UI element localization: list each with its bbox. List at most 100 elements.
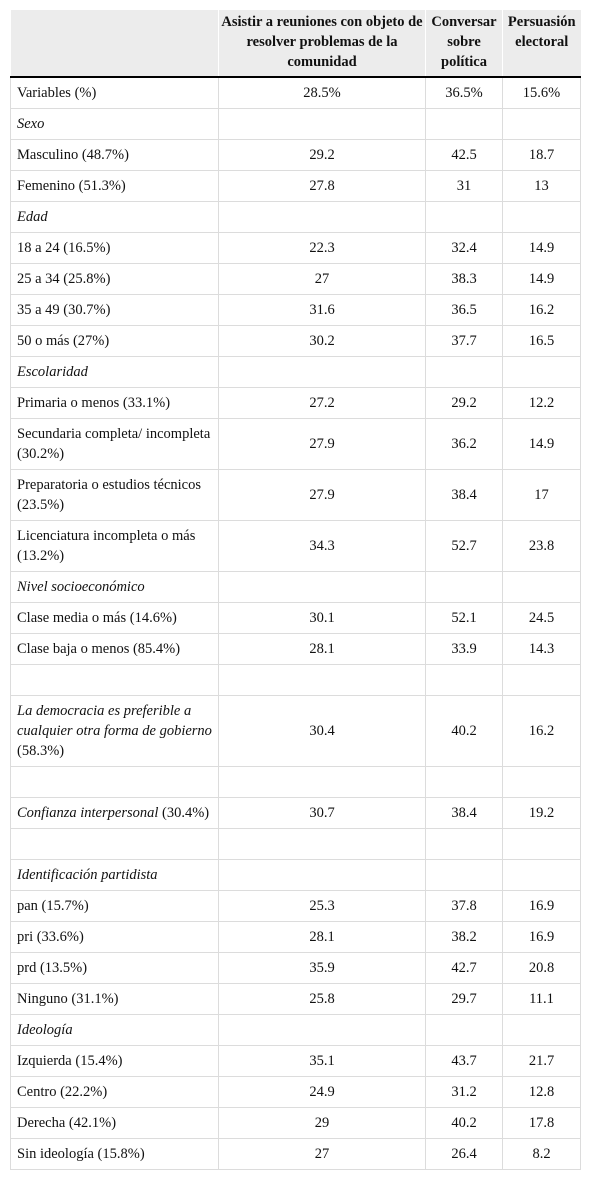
table-row xyxy=(10,664,581,696)
row-label: Centro (22.2%) xyxy=(10,1076,219,1108)
row-label: Masculino (48.7%) xyxy=(10,139,219,171)
row-label: 50 o más (27%) xyxy=(10,325,219,357)
table-row: Sin ideología (15.8%) 27 26.4 8.2 xyxy=(10,1138,581,1170)
table-row: 50 o más (27%) 30.2 37.7 16.5 xyxy=(10,325,581,357)
value-cell: 16.2 xyxy=(502,294,581,326)
table-row: Identificación partidista xyxy=(10,859,581,891)
row-label-text: Ninguno (31.1%) xyxy=(17,991,119,1007)
table-row: Masculino (48.7%) 29.2 42.5 18.7 xyxy=(10,139,581,171)
row-label: Primaria o menos (33.1%) xyxy=(10,387,219,419)
empty-cell xyxy=(425,201,503,233)
value-cell: 38.4 xyxy=(425,469,503,521)
row-label-text: Masculino (48.7%) xyxy=(17,147,129,163)
value-cell: 38.2 xyxy=(425,921,503,953)
row-label: 35 a 49 (30.7%) xyxy=(10,294,219,326)
data-table: Asistir a reuniones con objeto de resolv… xyxy=(10,10,581,1170)
value-cell: 33.9 xyxy=(425,633,503,665)
row-label: Izquierda (15.4%) xyxy=(10,1045,219,1077)
row-label: Secundaria completa/ incompleta (30.2%) xyxy=(10,418,219,470)
row-label: Nivel socioeconómico xyxy=(10,571,219,603)
row-label: Derecha (42.1%) xyxy=(10,1107,219,1139)
row-label: Identificación partidista xyxy=(10,859,219,891)
value-cell: 22.3 xyxy=(218,232,426,264)
value-cell: 20.8 xyxy=(502,952,581,984)
value-cell: 37.8 xyxy=(425,890,503,922)
row-label-text: Secundaria completa/ incompleta (30.2%) xyxy=(17,426,211,462)
table-row: Ideología xyxy=(10,1014,581,1046)
table-body: Variables (%) 28.5% 36.5% 15.6% Sexo Masculin… xyxy=(10,76,581,1170)
empty-cell xyxy=(10,766,219,798)
value-cell: 18.7 xyxy=(502,139,581,171)
table-row xyxy=(10,828,581,860)
row-label: Clase media o más (14.6%) xyxy=(10,602,219,634)
row-label-text: Clase media o más (14.6%) xyxy=(17,610,177,626)
empty-cell xyxy=(502,859,581,891)
value-cell: 38.3 xyxy=(425,263,503,295)
empty-cell xyxy=(502,766,581,798)
empty-cell xyxy=(502,356,581,388)
empty-cell xyxy=(502,1014,581,1046)
section-label: Nivel socioeconómico xyxy=(17,579,145,595)
value-cell: 29.7 xyxy=(425,983,503,1015)
row-note: (30.4%) xyxy=(162,805,210,821)
value-cell: 26.4 xyxy=(425,1138,503,1170)
section-label: Ideología xyxy=(17,1022,73,1038)
value-cell: 52.7 xyxy=(425,520,503,572)
value-cell: 24.9 xyxy=(218,1076,426,1108)
row-label: Variables (%) xyxy=(10,76,219,109)
table-row: Clase baja o menos (85.4%) 28.1 33.9 14.3 xyxy=(10,633,581,665)
table-row: prd (13.5%) 35.9 42.7 20.8 xyxy=(10,952,581,984)
value-cell: 36.5 xyxy=(425,294,503,326)
table-row: Clase media o más (14.6%) 30.1 52.1 24.5 xyxy=(10,602,581,634)
value-cell: 37.7 xyxy=(425,325,503,357)
table-row: Secundaria completa/ incompleta (30.2%) 2… xyxy=(10,418,581,470)
table-row: 18 a 24 (16.5%) 22.3 32.4 14.9 xyxy=(10,232,581,264)
row-label: Clase baja o menos (85.4%) xyxy=(10,633,219,665)
row-label: pan (15.7%) xyxy=(10,890,219,922)
value-cell: 17.8 xyxy=(502,1107,581,1139)
row-label-text: 50 o más (27%) xyxy=(17,333,110,349)
row-label: Ideología xyxy=(10,1014,219,1046)
row-label-text: 35 a 49 (30.7%) xyxy=(17,302,111,318)
header-row: Asistir a reuniones con objeto de resolv… xyxy=(10,10,581,78)
section-label: Edad xyxy=(17,209,48,225)
empty-cell xyxy=(218,571,426,603)
empty-cell xyxy=(218,828,426,860)
value-cell: 8.2 xyxy=(502,1138,581,1170)
table-row: Escolaridad xyxy=(10,356,581,388)
table-row: pan (15.7%) 25.3 37.8 16.9 xyxy=(10,890,581,922)
value-cell: 35.9 xyxy=(218,952,426,984)
empty-cell xyxy=(218,664,426,696)
table-row: Sexo xyxy=(10,108,581,140)
section-label: Confianza interpersonal xyxy=(17,805,159,821)
row-label-text: pan (15.7%) xyxy=(17,898,89,914)
value-cell: 31.2 xyxy=(425,1076,503,1108)
row-label-text: Sin ideología (15.8%) xyxy=(17,1146,145,1162)
value-cell: 16.2 xyxy=(502,695,581,767)
row-label: Escolaridad xyxy=(10,356,219,388)
row-label-text: prd (13.5%) xyxy=(17,960,88,976)
row-label-text: Derecha (42.1%) xyxy=(17,1115,117,1131)
value-cell: 16.9 xyxy=(502,890,581,922)
table-row: Preparatoria o estudios técnicos (23.5%)… xyxy=(10,469,581,521)
empty-cell xyxy=(502,828,581,860)
empty-cell xyxy=(218,859,426,891)
row-label: 18 a 24 (16.5%) xyxy=(10,232,219,264)
row-label-text: 18 a 24 (16.5%) xyxy=(17,240,111,256)
table-row: pri (33.6%) 28.1 38.2 16.9 xyxy=(10,921,581,953)
empty-cell xyxy=(425,664,503,696)
row-label: Sin ideología (15.8%) xyxy=(10,1138,219,1170)
value-cell: 29 xyxy=(218,1107,426,1139)
table-row: 25 a 34 (25.8%) 27 38.3 14.9 xyxy=(10,263,581,295)
value-cell: 14.9 xyxy=(502,418,581,470)
value-cell: 42.5 xyxy=(425,139,503,171)
table-row xyxy=(10,766,581,798)
empty-cell xyxy=(218,1014,426,1046)
header-cell xyxy=(10,10,219,78)
value-cell: 30.2 xyxy=(218,325,426,357)
value-cell: 14.9 xyxy=(502,263,581,295)
row-label: Sexo xyxy=(10,108,219,140)
row-label: pri (33.6%) xyxy=(10,921,219,953)
empty-cell xyxy=(425,766,503,798)
row-label: Edad xyxy=(10,201,219,233)
